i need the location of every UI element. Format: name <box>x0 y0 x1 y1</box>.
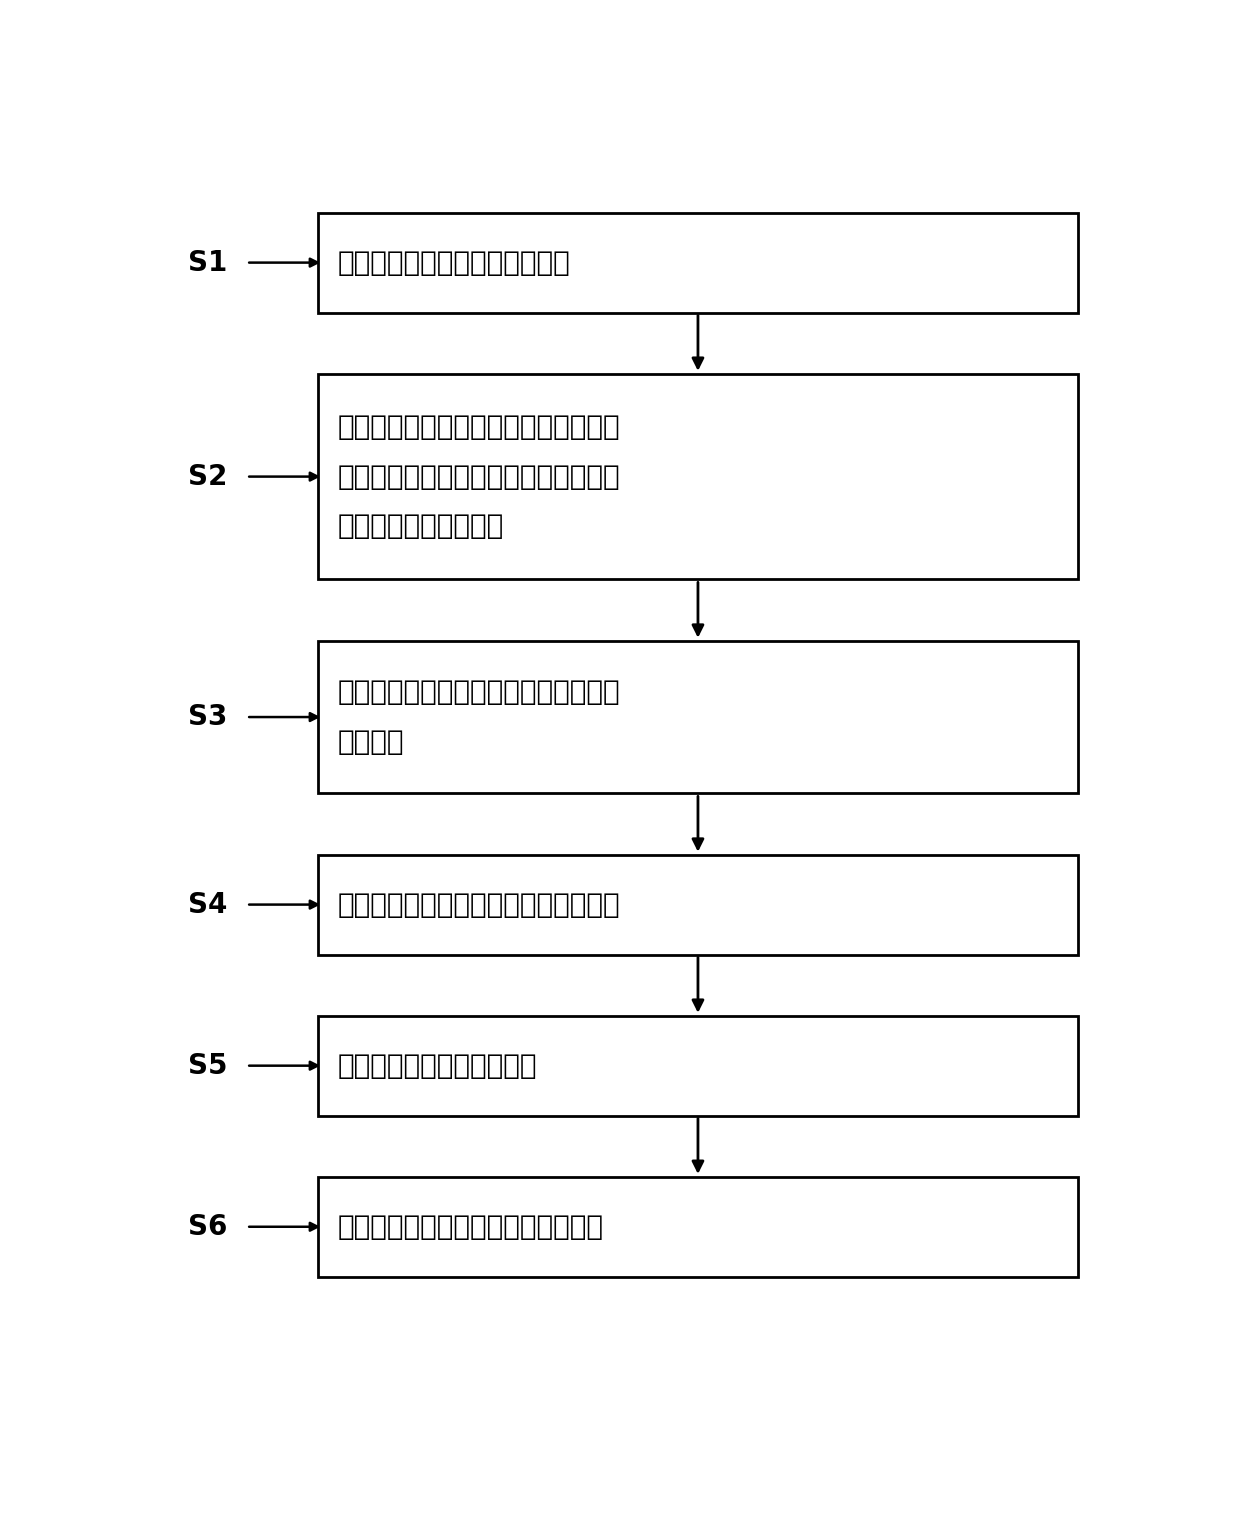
Text: 在电路板基板上叠置为开槽的外层芯板: 在电路板基板上叠置为开槽的外层芯板 <box>337 890 620 919</box>
Bar <box>319 374 1078 579</box>
Text: 在电路板基板上形成初级阶梯槽: 在电路板基板上形成初级阶梯槽 <box>337 249 570 276</box>
Text: S2: S2 <box>188 463 228 490</box>
Bar <box>319 855 1078 954</box>
Text: S5: S5 <box>188 1052 228 1080</box>
Text: 在初级阶梯槽对应的位置形成阶梯槽: 在初级阶梯槽对应的位置形成阶梯槽 <box>337 1212 604 1241</box>
Text: 的金属板，所述金属板的外侧缘与初级: 的金属板，所述金属板的外侧缘与初级 <box>337 463 620 490</box>
Bar <box>319 1015 1078 1116</box>
Text: 在初级阶梯槽的底部覆盖经过固化处理: 在初级阶梯槽的底部覆盖经过固化处理 <box>337 414 620 441</box>
Bar <box>319 212 1078 313</box>
Text: 阶梯槽的内壁贴合接触: 阶梯槽的内壁贴合接触 <box>337 512 503 541</box>
Bar <box>319 1177 1078 1277</box>
Text: S4: S4 <box>188 890 228 919</box>
Text: 在金属板的上部放置尺寸小于金属板的: 在金属板的上部放置尺寸小于金属板的 <box>337 678 620 707</box>
Text: S3: S3 <box>188 702 228 731</box>
Text: 层压外层芯板与电路板基板: 层压外层芯板与电路板基板 <box>337 1052 537 1080</box>
Text: S1: S1 <box>188 249 227 276</box>
Text: 绝缘垫片: 绝缘垫片 <box>337 728 404 756</box>
Bar <box>319 641 1078 794</box>
Text: S6: S6 <box>188 1212 228 1241</box>
